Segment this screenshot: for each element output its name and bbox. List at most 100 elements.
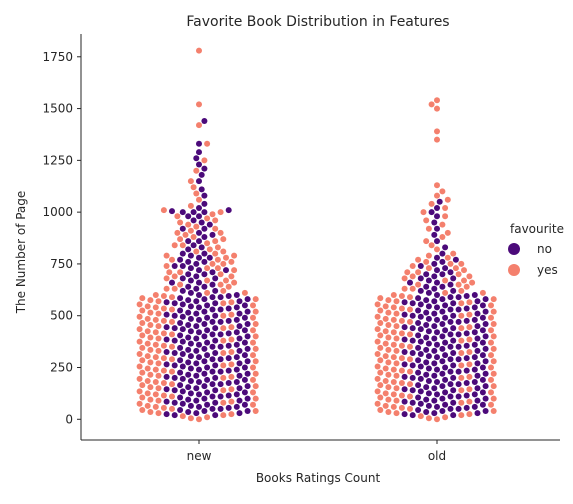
point-no [482, 333, 489, 340]
point-yes [458, 260, 465, 267]
point-yes [144, 390, 151, 397]
point-no [201, 258, 208, 265]
legend: favourite no yes [508, 222, 564, 277]
point-no [409, 387, 416, 394]
point-yes [136, 338, 143, 345]
point-no [236, 372, 243, 379]
point-yes [179, 413, 186, 420]
point-no [217, 368, 224, 375]
point-no [417, 388, 424, 395]
point-yes [490, 370, 497, 377]
point-yes [185, 221, 192, 228]
point-no [163, 348, 170, 355]
point-yes [187, 202, 194, 209]
point-no [474, 372, 481, 379]
point-yes [390, 316, 397, 323]
point-no [236, 335, 243, 342]
point-no [244, 395, 251, 402]
point-yes [488, 364, 494, 371]
point-no [201, 358, 208, 365]
point-yes [144, 315, 151, 322]
point-yes [390, 403, 397, 410]
point-no [428, 209, 435, 216]
point-no [185, 384, 192, 391]
point-yes [407, 405, 413, 412]
point-no [409, 399, 416, 406]
point-yes [488, 302, 494, 309]
point-yes [401, 275, 408, 282]
point-yes [390, 329, 397, 336]
point-no [447, 294, 454, 301]
point-yes [466, 273, 473, 280]
point-yes [393, 397, 400, 404]
point-no [177, 382, 184, 389]
point-no [455, 331, 462, 338]
point-yes [452, 265, 459, 272]
point-yes [217, 271, 224, 278]
point-no [187, 328, 194, 335]
point-no [244, 308, 251, 315]
point-no [179, 400, 186, 407]
point-yes [231, 279, 238, 286]
point-no [244, 345, 251, 352]
point-no [450, 350, 457, 356]
point-yes [220, 337, 227, 344]
point-yes [160, 392, 167, 399]
point-yes [144, 328, 151, 335]
point-no [241, 364, 248, 371]
point-yes [214, 244, 221, 251]
point-yes [209, 260, 216, 267]
point-yes [147, 359, 154, 366]
point-no [177, 256, 184, 263]
point-yes [169, 368, 175, 375]
point-yes [204, 215, 211, 222]
point-no [196, 229, 202, 236]
point-no [201, 383, 208, 390]
point-yes [252, 383, 259, 390]
point-yes [398, 380, 405, 387]
point-yes [196, 47, 202, 54]
point-no [233, 379, 240, 385]
point-yes [139, 382, 146, 389]
point-no [434, 279, 440, 286]
y-tick-label: 0 [65, 412, 73, 426]
point-yes [393, 335, 400, 342]
point-no [187, 390, 194, 397]
point-yes [252, 345, 259, 352]
point-no [209, 368, 216, 375]
point-no [447, 405, 454, 412]
point-no [434, 304, 440, 311]
point-no [409, 337, 416, 344]
point-no [450, 374, 457, 381]
point-no [415, 357, 422, 364]
point-yes [425, 252, 432, 259]
point-no [187, 353, 194, 360]
point-no [177, 307, 184, 314]
point-yes [196, 122, 202, 129]
point-yes [144, 353, 151, 360]
point-yes [228, 324, 235, 331]
point-no [439, 395, 446, 402]
point-no [198, 186, 205, 193]
point-no [442, 302, 449, 309]
point-yes [407, 356, 413, 363]
point-no [163, 386, 170, 393]
point-no [471, 366, 478, 373]
point-yes [450, 250, 457, 257]
point-no [171, 325, 178, 332]
point-no [425, 377, 432, 384]
point-yes [374, 338, 381, 345]
point-yes [385, 371, 392, 378]
point-no [436, 198, 443, 205]
point-no [442, 352, 449, 359]
point-no [447, 331, 454, 338]
point-no [450, 362, 457, 369]
point-no [185, 271, 192, 278]
point-no [225, 317, 232, 324]
point-no [179, 363, 186, 370]
point-no [233, 403, 240, 410]
point-no [482, 345, 489, 352]
point-yes [488, 339, 494, 346]
point-yes [385, 359, 392, 366]
